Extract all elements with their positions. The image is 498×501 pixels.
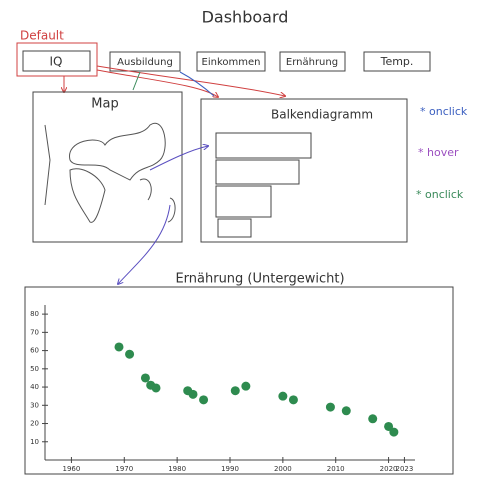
button[interactable] — [363, 51, 431, 72]
legend-entry: * onclick — [420, 105, 468, 118]
x-tick-label: 2000 — [274, 465, 292, 473]
bar-sketch[interactable] — [215, 159, 300, 185]
x-tick-label: 2010 — [327, 465, 345, 473]
button-label[interactable]: Temp. — [380, 55, 414, 68]
arrow — [96, 65, 285, 96]
map-sketch — [44, 122, 176, 223]
chart-title: Ernährung (Untergewicht) — [175, 272, 344, 287]
point — [368, 414, 378, 424]
button[interactable] — [109, 51, 181, 72]
bar-sketch[interactable] — [217, 218, 252, 238]
arrow — [96, 69, 218, 97]
point — [325, 402, 335, 412]
arrow — [118, 204, 171, 284]
x-tick-label: 1970 — [115, 465, 133, 473]
button[interactable] — [279, 51, 346, 72]
button-label[interactable]: Ernährung — [286, 57, 338, 68]
point — [384, 421, 394, 431]
point — [241, 381, 251, 391]
button-label[interactable]: Ausbildung — [117, 57, 173, 68]
scatter-panel — [24, 286, 454, 475]
arrow — [179, 71, 215, 97]
bar-panel[interactable] — [200, 98, 408, 243]
title: Dashboard — [202, 8, 289, 27]
bar-sketch[interactable] — [215, 132, 312, 159]
button-label[interactable]: Einkommen — [202, 57, 261, 68]
point — [151, 383, 161, 393]
panel-title: Balkendiagramm — [271, 108, 373, 122]
y-tick-label: 60 — [30, 347, 39, 355]
x-tick-label: 1960 — [63, 465, 81, 473]
button[interactable] — [22, 50, 91, 72]
legend-entry: * hover — [418, 146, 459, 159]
point — [278, 391, 288, 401]
point — [140, 373, 150, 383]
point — [341, 406, 351, 416]
arrow — [132, 71, 141, 91]
point — [199, 395, 209, 405]
y-tick-label: 30 — [30, 401, 39, 409]
arrow — [149, 146, 208, 171]
x-tick-label: 1990 — [221, 465, 239, 473]
default-frame — [16, 42, 98, 77]
y-tick-label: 70 — [30, 328, 39, 336]
x-tick-label: 2020 — [380, 465, 398, 473]
y-tick-label: 10 — [30, 438, 39, 446]
point — [114, 342, 124, 352]
point — [125, 349, 135, 359]
y-tick-label: 80 — [30, 310, 39, 318]
bar-sketch[interactable] — [215, 185, 272, 218]
legend-entry: * onclick — [416, 188, 464, 201]
x-tick-label: 1980 — [168, 465, 186, 473]
x-tick-label: 2023 — [396, 465, 414, 473]
default-label: Default — [20, 29, 64, 43]
button-label[interactable]: IQ — [50, 55, 63, 69]
button[interactable] — [196, 51, 266, 72]
y-tick-label: 20 — [30, 420, 39, 428]
y-tick-label: 50 — [30, 365, 39, 373]
map-panel[interactable] — [32, 91, 183, 243]
point — [389, 427, 399, 437]
point — [188, 389, 198, 399]
point — [230, 386, 240, 396]
panel-title: Map — [91, 97, 118, 112]
point — [288, 395, 298, 405]
y-tick-label: 40 — [30, 383, 39, 391]
